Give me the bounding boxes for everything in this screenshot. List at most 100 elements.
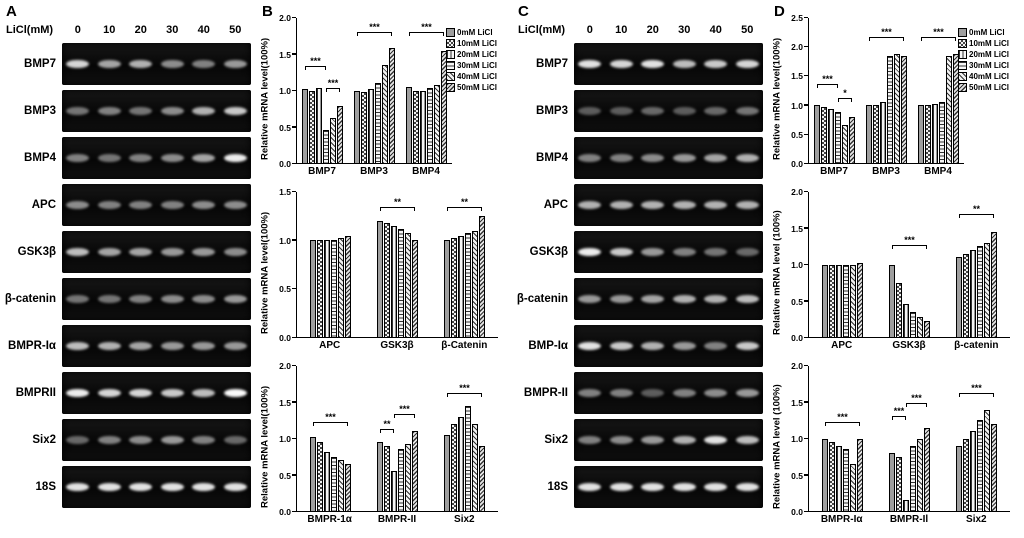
bar (479, 445, 485, 511)
bar (398, 228, 404, 337)
gene-label: GSK3β (17, 246, 56, 258)
y-tick-mark (292, 437, 296, 439)
y-tick-label: 1.5 (791, 71, 803, 82)
gel-row: APC (4, 184, 251, 226)
legend-swatch (958, 39, 967, 48)
gel-band (641, 483, 665, 491)
y-tick-mark (292, 162, 296, 164)
gel-band (192, 154, 216, 162)
y-tick-label: 0.0 (791, 507, 803, 517)
bar (384, 222, 390, 337)
bar (828, 109, 835, 163)
significance-bracket (869, 37, 904, 42)
panel-b-label: B (262, 3, 273, 20)
significance-stars: *** (904, 235, 915, 246)
y-tick-label: 1.5 (279, 397, 291, 408)
gel-band (672, 60, 696, 68)
significance-bracket (838, 98, 852, 103)
gel-row: BMP-Iα (516, 325, 763, 367)
significance-bracket (305, 66, 326, 71)
gel-header: LiCl(mM) 0 10 20 30 40 50 (4, 20, 251, 40)
gel-band (735, 154, 759, 162)
significance-bracket (447, 392, 482, 397)
gel-band (704, 342, 728, 350)
bar (472, 424, 478, 511)
bar (412, 240, 418, 337)
gel-image (574, 325, 763, 367)
category-label: β-Catenin (441, 340, 488, 351)
legend-entry: 0mM LiCl (958, 28, 1022, 37)
legend-swatch (446, 28, 455, 37)
gel-band (609, 436, 633, 444)
chart-main: 0.0 0.5 1.0 1.5 2.0 2.5 *** * *** *** BMP7 BMP3 BMP4 (784, 13, 1022, 180)
y-axis: 0.0 0.5 1.0 1.5 2.0 (784, 361, 808, 528)
lane-concentration: 30 (166, 24, 179, 36)
gel-band (129, 107, 153, 115)
significance-stars: *** (327, 78, 339, 89)
bar-chart: Relative mRNA level(100%) 0.0 0.5 1.0 1.5 2.0… (258, 354, 510, 528)
legend-label: 30mM LiCl (969, 61, 1010, 70)
bar (889, 453, 895, 511)
category-label: BMP7 (820, 166, 848, 177)
gel-band (192, 436, 216, 444)
bar-group (876, 366, 943, 511)
gel-band (66, 60, 90, 68)
bar (337, 106, 344, 163)
gene-label: BMPR-II (523, 387, 568, 399)
y-tick-mark (804, 300, 808, 302)
lane-concentration: 0 (586, 24, 593, 36)
bar (302, 89, 309, 163)
gel-band (704, 201, 728, 209)
bar (866, 105, 872, 163)
legend-swatch (958, 28, 967, 37)
y-tick-mark (292, 336, 296, 338)
legend-entry: 50mM LiCl (958, 83, 1022, 92)
lane-concentration: 20 (134, 24, 147, 36)
bar (970, 431, 976, 511)
bar (963, 253, 969, 337)
significance-bracket (313, 421, 348, 426)
bar (903, 304, 909, 337)
legend-entry: 20mM LiCl (446, 50, 510, 59)
bar-chart: Relative mRNA level(100%) 0.0 0.5 1.0 1.5 ** *… (258, 180, 510, 354)
legend-label: 40mM LiCl (969, 72, 1010, 81)
category-label: BMP4 (412, 166, 440, 177)
y-tick-label: 0.0 (279, 159, 291, 169)
bar (472, 230, 478, 337)
plot-area: *** *** *** *** (808, 366, 1010, 512)
gene-label: BMP4 (24, 152, 56, 164)
gene-label: β-catenin (516, 293, 568, 305)
plot-column: *** * *** *** BMP7 BMP3 BMP4 (808, 18, 964, 180)
gel-band (97, 389, 121, 397)
legend-label: 10mM LiCl (969, 39, 1010, 48)
category-label: BMPR-1α (307, 514, 352, 525)
gel-band (641, 248, 665, 256)
gel-band (223, 295, 247, 303)
chart-main: 0.0 0.5 1.0 1.5 2.0 *** *** *** *** BMPR-Iα BMPR-I… (784, 361, 1022, 528)
gel-band (609, 389, 633, 397)
gel-row: β-catenin (4, 278, 251, 320)
gel-image (574, 278, 763, 320)
panel-d-charts: D Relative mRNA level(100%) 0.0 0.5 1.0 1.5 2… (768, 0, 1024, 538)
y-axis-title: Relative mRNA level (100%) (771, 210, 783, 336)
panel-b-charts: B Relative mRNA level(100%) 0.0 0.5 1.0 1.5 2… (256, 0, 512, 538)
y-tick-label: 1.5 (791, 223, 803, 234)
gel-band (192, 248, 216, 256)
bar (896, 456, 902, 511)
bar (310, 437, 316, 511)
gel-band (66, 107, 90, 115)
gel-band (160, 436, 184, 444)
y-tick-label: 1.5 (791, 397, 803, 408)
y-tick-mark (292, 401, 296, 403)
gel-band (192, 342, 216, 350)
panel-c-gels: C LiCl(mM) 0 10 20 30 40 50 BMP7 BMP3 BMP4 APC GS… (512, 0, 768, 538)
gel-row: BMPR-II (516, 372, 763, 414)
gel-image (574, 372, 763, 414)
y-axis-title: Relative mRNA level(100%) (259, 211, 271, 335)
bar (977, 246, 983, 337)
gel-band (609, 342, 633, 350)
bar-group (431, 366, 498, 511)
category-label: BMP4 (924, 166, 952, 177)
bar (426, 88, 433, 163)
bar (938, 102, 945, 163)
